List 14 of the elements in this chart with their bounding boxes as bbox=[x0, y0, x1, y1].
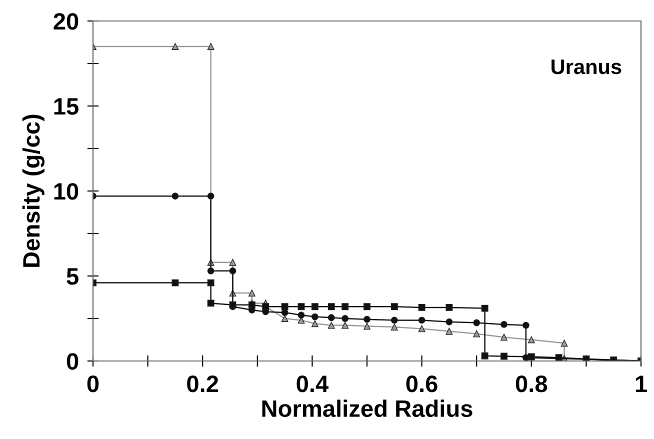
y-tick-label: 20 bbox=[54, 13, 78, 30]
y-axis-title: Density (g/cc) bbox=[22, 114, 45, 267]
x-tick-label: 0.6 bbox=[406, 376, 438, 392]
y-tick-label: 5 bbox=[66, 268, 78, 285]
y-tick-label: 0 bbox=[66, 353, 78, 370]
x-tick-label: 1 bbox=[636, 376, 647, 392]
y-tick-label: 10 bbox=[54, 183, 78, 200]
x-axis-title: Normalized Radius bbox=[262, 400, 472, 418]
x-tick-label: 0.4 bbox=[296, 376, 328, 392]
annotation: Uranus bbox=[552, 60, 622, 74]
x-tick-label: 0.2 bbox=[187, 376, 218, 392]
x-tick-label: 0 bbox=[87, 376, 99, 392]
y-tick-label: 15 bbox=[54, 98, 78, 115]
x-tick-label: 0.8 bbox=[516, 376, 548, 392]
